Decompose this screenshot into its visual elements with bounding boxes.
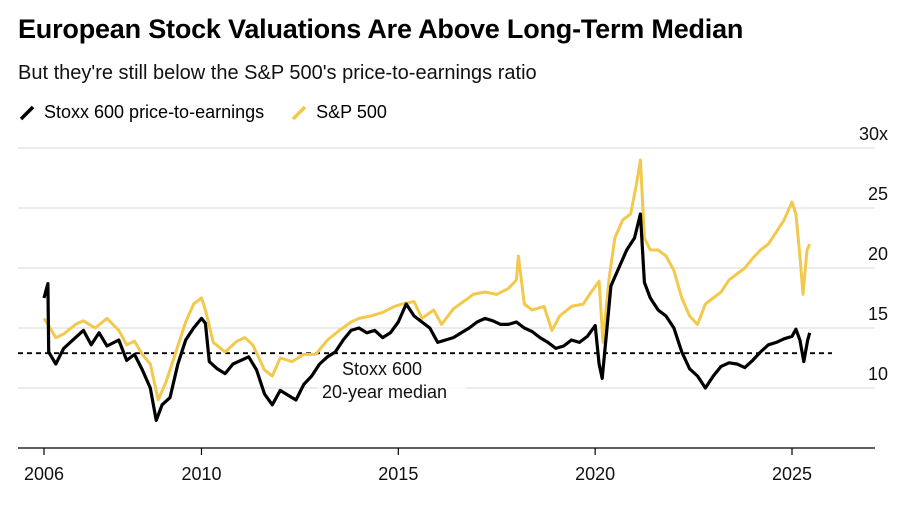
y-tick-label: 20 — [868, 244, 888, 264]
x-tick-label: 2025 — [772, 464, 812, 484]
median-label-line2: 20-year median — [322, 382, 447, 402]
gridlines — [18, 147, 875, 389]
series-line-sp500 — [42, 158, 812, 402]
legend-item-sp500: S&P 500 — [290, 102, 387, 123]
y-tick-label: 30x — [859, 124, 888, 144]
legend-swatch-sp500-icon — [291, 105, 307, 120]
median-label: Stoxx 600 20-year median — [318, 357, 466, 402]
median-label-bg — [318, 357, 466, 402]
x-tick-label: 2010 — [181, 464, 221, 484]
y-tick-label: 25 — [868, 184, 888, 204]
x-tick-label: 2015 — [378, 464, 418, 484]
chart-subtitle: But they're still below the S&P 500's pr… — [18, 62, 537, 84]
chart-title: European Stock Valuations Are Above Long… — [18, 14, 744, 44]
x-tick-label: 2006 — [24, 464, 64, 484]
y-tick-label: 10 — [868, 364, 888, 384]
legend-label-stoxx: Stoxx 600 price-to-earnings — [44, 102, 265, 122]
median-label-line1: Stoxx 600 — [342, 359, 422, 379]
series-line-stoxx — [42, 212, 812, 422]
legend-label-sp500: S&P 500 — [316, 102, 387, 122]
legend-item-stoxx: Stoxx 600 price-to-earnings — [18, 102, 264, 123]
median-reference: Stoxx 600 20-year median — [18, 352, 832, 402]
y-tick-label: 15 — [868, 304, 888, 324]
x-tick-label: 2020 — [575, 464, 615, 484]
legend-swatch-stoxx-icon — [19, 105, 35, 120]
series-lines — [42, 158, 812, 422]
legend: Stoxx 600 price-to-earnings S&P 500 — [18, 102, 413, 123]
